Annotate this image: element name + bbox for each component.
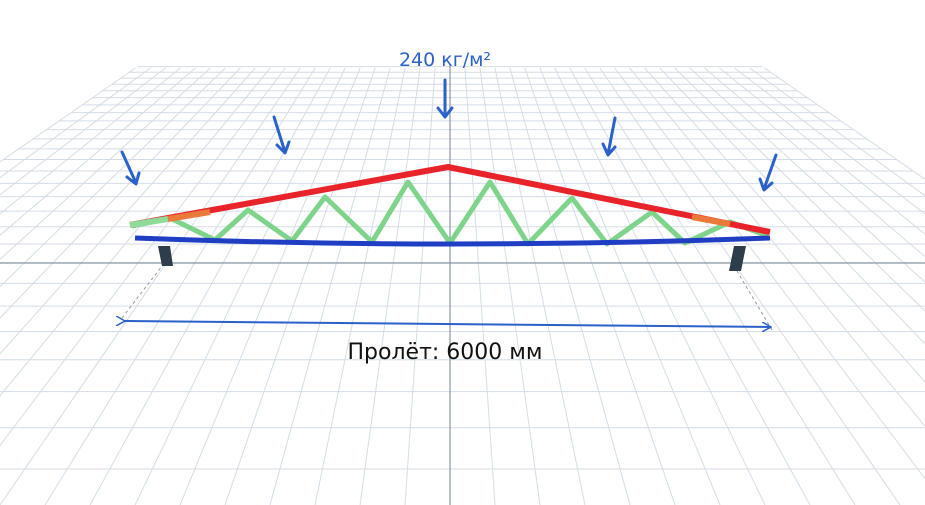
grid-line xyxy=(599,67,901,505)
grid-line xyxy=(584,67,856,505)
grid-line xyxy=(494,67,586,505)
grid-line xyxy=(0,67,241,319)
grid-line xyxy=(689,67,925,283)
grid-line xyxy=(614,67,925,480)
grid-line xyxy=(0,67,226,288)
grid-line xyxy=(644,67,925,383)
grid-line xyxy=(404,67,436,505)
dimension-leader xyxy=(121,265,163,319)
grid-line xyxy=(659,67,925,345)
dimension-line xyxy=(124,321,770,327)
grid-line xyxy=(749,67,925,197)
load-arrow xyxy=(601,116,617,157)
grid-line xyxy=(134,67,346,505)
grid-line xyxy=(0,67,256,355)
ground-grid xyxy=(0,66,925,505)
support-right xyxy=(729,246,746,271)
grid-line xyxy=(719,67,925,235)
grid-line xyxy=(0,67,286,447)
grid-line xyxy=(0,67,166,196)
load-arrow xyxy=(758,153,778,192)
bottom-chord xyxy=(134,235,771,247)
support-left xyxy=(158,246,173,266)
grid-line xyxy=(359,67,421,505)
grid-line xyxy=(734,67,925,215)
load-label: 240 кг/м² xyxy=(399,49,491,71)
load-arrow xyxy=(120,150,141,186)
grid-line xyxy=(764,67,925,180)
grid-line xyxy=(629,67,925,427)
grid-line xyxy=(569,67,811,505)
grid-line xyxy=(44,67,316,505)
top-chord-end xyxy=(167,209,211,222)
grid-line xyxy=(674,67,925,312)
top-chord-end xyxy=(129,216,169,228)
grid-line xyxy=(0,67,196,236)
load-arrow xyxy=(436,78,454,119)
grid-line xyxy=(704,67,925,258)
dimension-leader xyxy=(736,270,773,331)
top-chord xyxy=(129,164,771,235)
grid-line xyxy=(179,67,361,505)
grid-line xyxy=(314,67,406,505)
grid-line xyxy=(0,67,136,163)
grid-line xyxy=(464,67,496,505)
grid-line xyxy=(0,67,271,397)
grid-line xyxy=(479,67,541,505)
grid-line xyxy=(224,67,376,505)
grid-line xyxy=(0,67,211,261)
grid-line xyxy=(0,67,151,179)
load-arrow xyxy=(272,115,291,155)
grid-line xyxy=(509,67,631,505)
grid-line xyxy=(89,67,331,505)
grid-line xyxy=(554,67,766,505)
grid-line xyxy=(0,67,181,215)
grid-line xyxy=(539,67,721,505)
grid-line xyxy=(524,67,676,505)
grid-line xyxy=(269,67,391,505)
span-label: Пролёт: 6000 мм xyxy=(348,340,543,365)
top-chord-end xyxy=(691,214,731,227)
grid-line xyxy=(0,67,301,505)
